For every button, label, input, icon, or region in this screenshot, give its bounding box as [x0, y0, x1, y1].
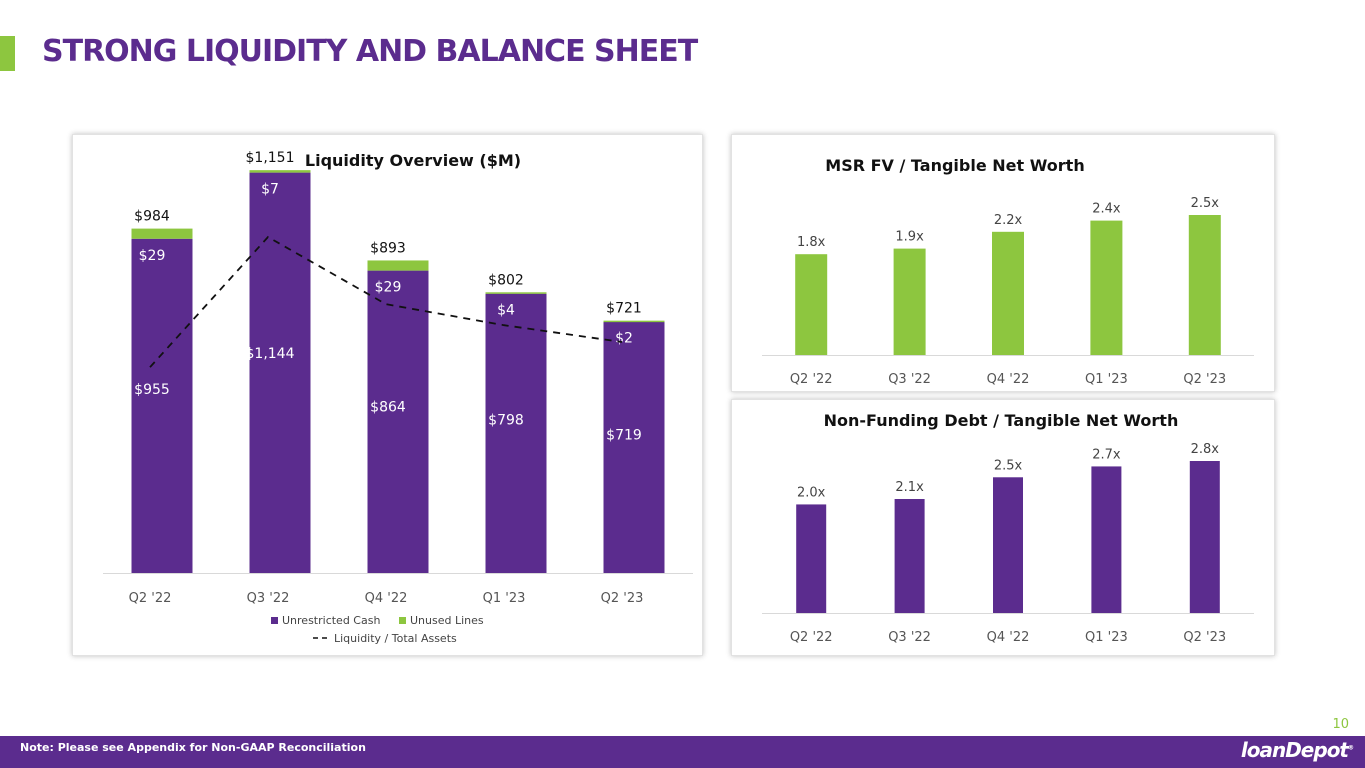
data-label-unused-lines: $7 [261, 182, 279, 198]
x-tick-label: Q3 '22 [888, 372, 931, 387]
footer-note: Note: Please see Appendix for Non-GAAP R… [20, 741, 366, 754]
data-label: 2.1x [895, 480, 924, 495]
bar-unrestricted-cash [131, 238, 193, 573]
data-label: 1.9x [895, 230, 924, 245]
bar-unrestricted-cash [249, 172, 311, 573]
x-tick-label: Q2 '23 [1183, 630, 1226, 645]
data-label: 2.5x [994, 458, 1023, 473]
footer-bar: Note: Please see Appendix for Non-GAAP R… [0, 736, 1365, 768]
data-label: 2.2x [994, 213, 1023, 228]
bar [1090, 220, 1123, 355]
bar-unused-lines [603, 320, 665, 323]
data-label: 2.4x [1092, 202, 1121, 217]
data-label-cash: $864 [370, 400, 406, 416]
non-funding-debt-chart: Non-Funding Debt / Tangible Net Worth 2.0… [762, 411, 1254, 645]
logo-mark: ® [1348, 744, 1354, 752]
chart-title: MSR FV / Tangible Net Worth [825, 156, 1084, 175]
x-tick-label: Q2 '23 [1183, 372, 1226, 387]
x-tick-label: Q4 '22 [365, 591, 408, 606]
msr-chart-panel: MSR FV / Tangible Net Worth 1.8x Q2 '22 1.9… [731, 134, 1275, 392]
logo-text: loanDepot [1240, 738, 1349, 762]
bar-unrestricted-cash [367, 270, 429, 573]
bar [795, 254, 828, 355]
bar [796, 504, 827, 613]
msr-fv-chart: MSR FV / Tangible Net Worth 1.8x Q2 '22 1.9… [762, 156, 1254, 387]
x-tick-label: Q2 '23 [601, 591, 644, 606]
data-label-total: $721 [606, 301, 642, 317]
liquidity-overview-chart: Liquidity Overview ($M) $955 $29 $984 Q2 '22… [103, 150, 693, 645]
chart-title: Liquidity Overview ($M) [305, 151, 521, 170]
data-label-unused-lines: $2 [615, 330, 633, 346]
legend-swatch-unused-lines [399, 617, 406, 624]
bar [1189, 461, 1220, 613]
x-tick-label: Q1 '23 [1085, 372, 1128, 387]
title-accent-bar [0, 36, 15, 71]
chart-title: Non-Funding Debt / Tangible Net Worth [824, 411, 1179, 430]
bar [1091, 466, 1122, 613]
page-title: STRONG LIQUIDITY AND BALANCE SHEET [42, 34, 698, 69]
liquidity-chart-panel: Liquidity Overview ($M) $955 $29 $984 Q2 '22… [72, 134, 703, 656]
x-tick-label: Q1 '23 [483, 591, 526, 606]
bar-unused-lines [249, 170, 311, 173]
data-label: 2.7x [1092, 447, 1121, 462]
bar [992, 231, 1024, 355]
bar [993, 477, 1023, 613]
bar-unused-lines [367, 260, 429, 271]
data-label-unused-lines: $29 [139, 248, 166, 264]
bar [894, 499, 925, 613]
x-tick-label: Q4 '22 [987, 372, 1030, 387]
x-tick-label: Q3 '22 [888, 630, 931, 645]
x-tick-label: Q4 '22 [987, 630, 1030, 645]
data-label: 2.5x [1191, 196, 1220, 211]
bar [1188, 215, 1221, 355]
data-label-total: $893 [370, 240, 406, 256]
data-label: 2.8x [1191, 442, 1220, 457]
bar-unused-lines [485, 292, 547, 294]
legend-label-unrestricted-cash: Unrestricted Cash [282, 614, 380, 627]
debt-chart-panel: Non-Funding Debt / Tangible Net Worth 2.0… [731, 399, 1275, 656]
bar [893, 248, 926, 355]
data-label-total: $1,151 [246, 150, 295, 166]
legend-label-liquidity-line: Liquidity / Total Assets [334, 632, 457, 645]
data-label-total: $984 [134, 209, 170, 225]
data-label-cash: $1,144 [246, 346, 295, 362]
data-label-cash: $719 [606, 428, 642, 444]
legend-swatch-unrestricted-cash [271, 617, 278, 624]
bar-unrestricted-cash [485, 293, 547, 573]
x-tick-label: Q2 '22 [129, 591, 172, 606]
x-tick-label: Q2 '22 [790, 372, 833, 387]
data-label-total: $802 [488, 272, 524, 288]
legend-label-unused-lines: Unused Lines [410, 614, 484, 627]
data-label: 1.8x [797, 235, 826, 250]
x-tick-label: Q3 '22 [247, 591, 290, 606]
liquidity-total-assets-line [149, 235, 623, 368]
loandepot-logo: loanDepot® [1240, 738, 1354, 762]
data-label-cash: $955 [134, 382, 170, 398]
data-label-cash: $798 [488, 412, 524, 428]
bar-unused-lines [131, 228, 193, 239]
data-label: 2.0x [797, 485, 826, 500]
x-tick-label: Q2 '22 [790, 630, 833, 645]
bar-unrestricted-cash [603, 321, 665, 573]
page-number: 10 [1332, 717, 1349, 732]
x-tick-label: Q1 '23 [1085, 630, 1128, 645]
data-label-unused-lines: $29 [375, 280, 402, 296]
data-label-unused-lines: $4 [497, 303, 515, 319]
